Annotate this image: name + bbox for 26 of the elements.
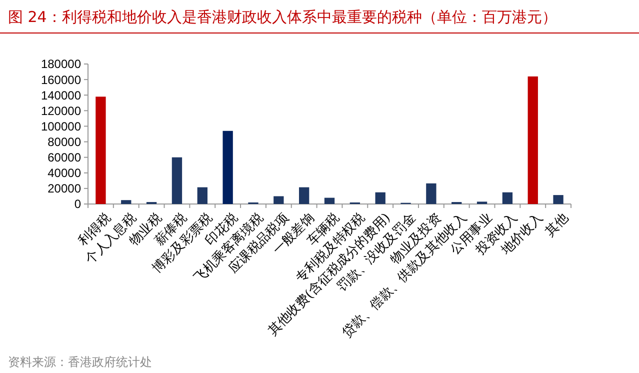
y-tick-label: 20000: [48, 182, 82, 196]
bar: [553, 195, 564, 204]
x-tick-label: 其他: [542, 210, 572, 240]
bar: [121, 200, 132, 204]
bar: [375, 192, 386, 204]
y-tick-label: 140000: [40, 88, 82, 102]
bar: [528, 76, 538, 204]
text: 资料来源：香港政府统计处: [8, 355, 152, 369]
y-tick-label: 180000: [40, 57, 82, 72]
y-tick-label: 160000: [40, 72, 82, 87]
bar: [502, 192, 513, 204]
bar: [172, 157, 182, 204]
bar: [298, 187, 310, 204]
bar: [426, 183, 436, 204]
y-tick-label: 60000: [48, 150, 82, 165]
bar: [274, 196, 284, 204]
y-tick-label: 100000: [40, 119, 82, 134]
y-tick-label: 40000: [48, 166, 82, 180]
y-tick-label: 0: [74, 197, 82, 212]
bar: [222, 130, 233, 204]
chart-title: 图 24：利得税和地价收入是香港财政收入体系中最重要的税种（单位：百万港元）: [8, 8, 557, 26]
y-tick-label: 120000: [40, 104, 82, 118]
bar: [324, 198, 335, 204]
bar: [96, 96, 106, 204]
bar: [197, 187, 208, 204]
y-tick-label: 80000: [48, 134, 82, 149]
